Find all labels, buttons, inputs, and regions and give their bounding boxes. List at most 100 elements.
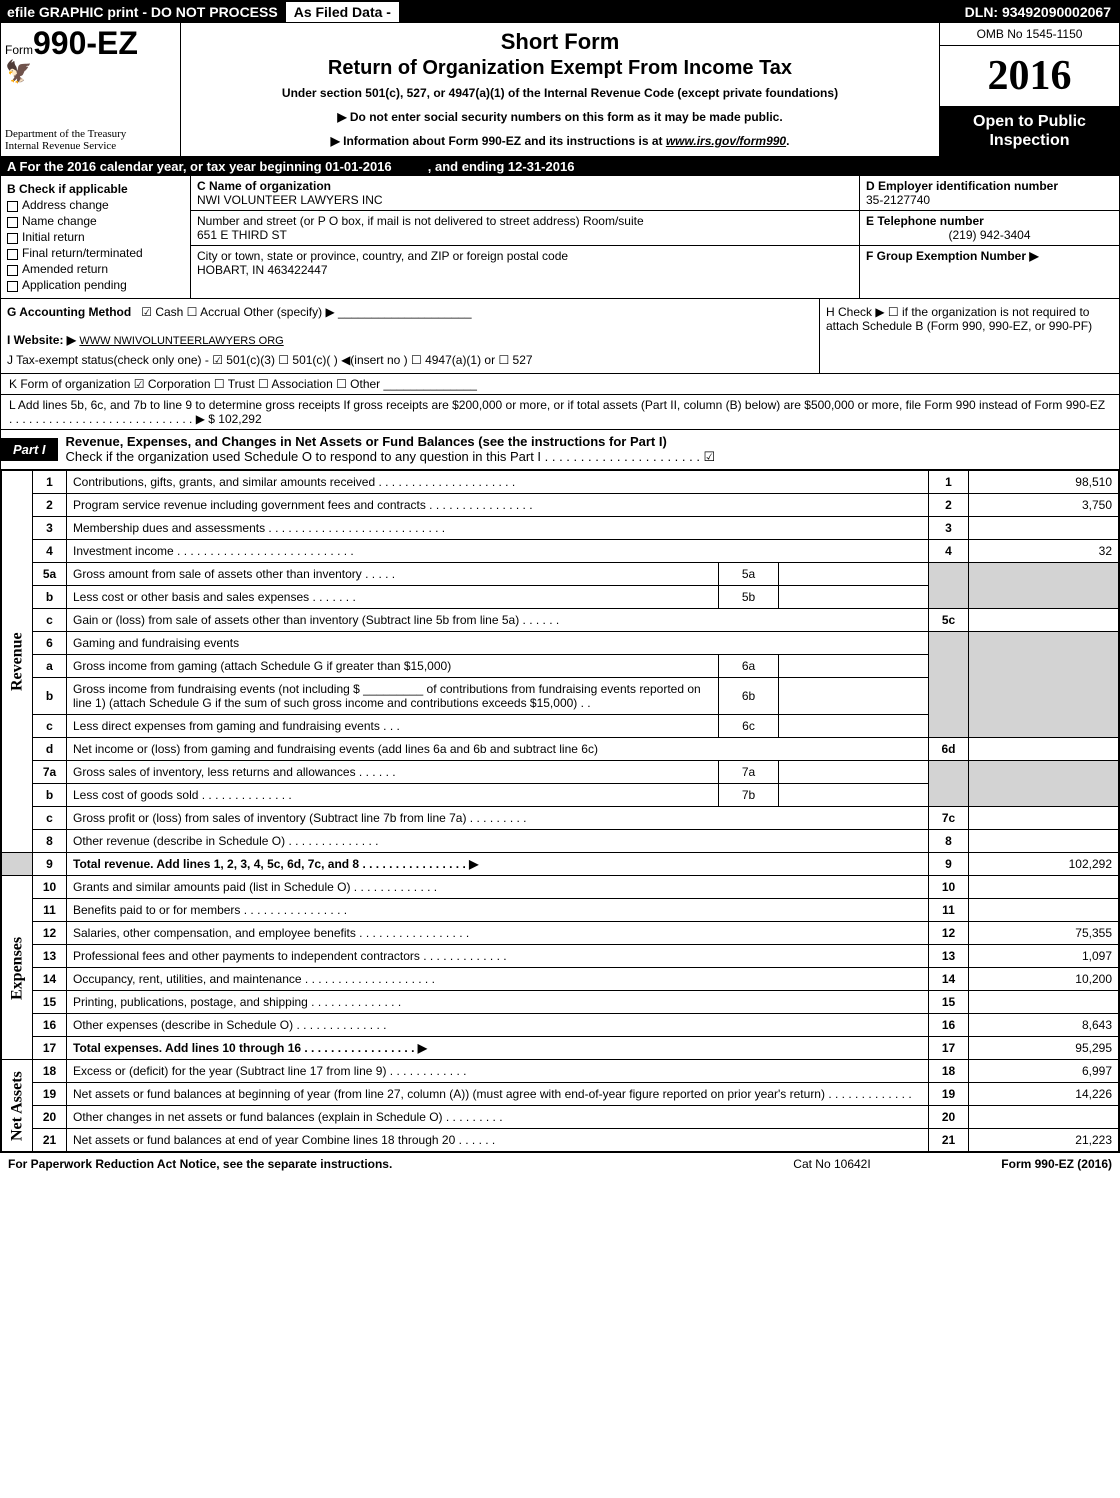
- phone-label: E Telephone number: [866, 214, 1113, 228]
- open-inspection: Open to Public Inspection: [940, 106, 1119, 156]
- line-num: 13: [33, 945, 67, 968]
- line-amt: 102,292: [969, 853, 1119, 876]
- line-desc: Program service revenue including govern…: [67, 494, 929, 517]
- form-header: Form990-EZ 🦅 Department of the Treasury …: [1, 23, 1119, 157]
- g-options: ☑ Cash ☐ Accrual Other (specify) ▶ _____…: [141, 305, 471, 319]
- cb-address-change[interactable]: Address change: [7, 198, 184, 212]
- dept-block: Department of the Treasury Internal Reve…: [5, 128, 176, 152]
- subline-amt: [779, 655, 929, 678]
- grey-block: [969, 761, 1119, 807]
- col-b-label: B Check if applicable: [7, 182, 184, 196]
- side-expenses: Expenses: [2, 876, 33, 1060]
- line-amt: 10,200: [969, 968, 1119, 991]
- k-form-org: K Form of organization ☑ Corporation ☐ T…: [1, 374, 1119, 395]
- part-1-check: Check if the organization used Schedule …: [66, 449, 716, 464]
- cb-name-change[interactable]: Name change: [7, 214, 184, 228]
- phone-value: (219) 942-3404: [866, 228, 1113, 242]
- ein-value: 35-2127740: [866, 193, 1113, 207]
- line-num: 4: [33, 540, 67, 563]
- org-city-label: City or town, state or province, country…: [197, 249, 853, 263]
- ein-label: D Employer identification number: [866, 179, 1113, 193]
- line-desc: Investment income . . . . . . . . . . . …: [67, 540, 929, 563]
- line-desc: Less direct expenses from gaming and fun…: [67, 715, 719, 738]
- line-desc: Net assets or fund balances at beginning…: [67, 1083, 929, 1106]
- line-desc: Benefits paid to or for members . . . . …: [67, 899, 929, 922]
- row-a-end: , and ending 12-31-2016: [428, 159, 575, 174]
- side-net-assets: Net Assets: [2, 1060, 33, 1152]
- line-box: 12: [929, 922, 969, 945]
- line-num: d: [33, 738, 67, 761]
- line-num: 11: [33, 899, 67, 922]
- cb-application-pending[interactable]: Application pending: [7, 278, 184, 292]
- i-website-value[interactable]: WWW NWIVOLUNTEERLAWYERS ORG: [79, 335, 283, 347]
- line-desc: Other expenses (describe in Schedule O) …: [67, 1014, 929, 1037]
- cb-amended-return[interactable]: Amended return: [7, 262, 184, 276]
- efile-topbar: efile GRAPHIC print - DO NOT PROCESS As …: [1, 1, 1119, 23]
- line-amt: [969, 899, 1119, 922]
- footer-cat-no: Cat No 10642I: [732, 1157, 932, 1171]
- line-num: 10: [33, 876, 67, 899]
- form-number: 990-EZ: [33, 25, 138, 61]
- h-schedule-b: H Check ▶ ☐ if the organization is not r…: [819, 299, 1119, 373]
- line-num: b: [33, 678, 67, 715]
- subline-box: 5a: [719, 563, 779, 586]
- grey-block: [929, 563, 969, 609]
- dept-irs: Internal Revenue Service: [5, 140, 176, 152]
- line-num: 5a: [33, 563, 67, 586]
- org-addr-row: Number and street (or P O box, if mail i…: [191, 211, 859, 246]
- inspect-line1: Open to Public: [944, 112, 1115, 131]
- line-desc: Net assets or fund balances at end of ye…: [67, 1129, 929, 1152]
- as-filed-label: As Filed Data -: [286, 2, 399, 22]
- line-box: 7c: [929, 807, 969, 830]
- cb-final-return[interactable]: Final return/terminated: [7, 246, 184, 260]
- line-desc: Excess or (deficit) for the year (Subtra…: [67, 1060, 929, 1083]
- subline-box: 7b: [719, 784, 779, 807]
- line-num: b: [33, 586, 67, 609]
- line-num: c: [33, 807, 67, 830]
- line-num: 8: [33, 830, 67, 853]
- inspect-line2: Inspection: [944, 131, 1115, 150]
- line-amt: [969, 876, 1119, 899]
- title-short-form: Short Form: [191, 29, 929, 55]
- line-desc: Total expenses. Add lines 10 through 16 …: [67, 1037, 929, 1060]
- line-desc: Gross income from fundraising events (no…: [67, 678, 719, 715]
- line-desc: Gain or (loss) from sale of assets other…: [67, 609, 929, 632]
- subline-amt: [779, 784, 929, 807]
- line-desc: Occupancy, rent, utilities, and maintena…: [67, 968, 929, 991]
- line-desc: Printing, publications, postage, and shi…: [67, 991, 929, 1014]
- subline-amt: [779, 761, 929, 784]
- ein-row: D Employer identification number 35-2127…: [860, 176, 1119, 211]
- subline-box: 6c: [719, 715, 779, 738]
- org-name-row: C Name of organization NWI VOLUNTEER LAW…: [191, 176, 859, 211]
- row-a-begin: A For the 2016 calendar year, or tax yea…: [7, 159, 392, 174]
- subline-amt: [779, 678, 929, 715]
- line-amt: 98,510: [969, 471, 1119, 494]
- col-d-ids: D Employer identification number 35-2127…: [859, 176, 1119, 298]
- org-addr-value: 651 E THIRD ST: [197, 228, 853, 242]
- note-info: ▶ Information about Form 990-EZ and its …: [191, 134, 929, 148]
- col-c-org: C Name of organization NWI VOLUNTEER LAW…: [191, 176, 859, 298]
- line-box: 1: [929, 471, 969, 494]
- line-desc: Gross amount from sale of assets other t…: [67, 563, 719, 586]
- footer-left: For Paperwork Reduction Act Notice, see …: [8, 1157, 732, 1171]
- line-num: 12: [33, 922, 67, 945]
- line-box: 17: [929, 1037, 969, 1060]
- line-amt: 95,295: [969, 1037, 1119, 1060]
- grey-block: [969, 563, 1119, 609]
- eagle-icon: 🦅: [5, 59, 176, 85]
- line-amt: 1,097: [969, 945, 1119, 968]
- line-desc: Other changes in net assets or fund bala…: [67, 1106, 929, 1129]
- section-bcdef: B Check if applicable Address change Nam…: [1, 176, 1119, 299]
- irs-link[interactable]: www.irs.gov/form990: [666, 134, 786, 148]
- line-num: 19: [33, 1083, 67, 1106]
- efile-label: efile GRAPHIC print - DO NOT PROCESS: [1, 2, 284, 22]
- dln-label: DLN: 93492090002067: [957, 2, 1119, 22]
- title-return: Return of Organization Exempt From Incom…: [191, 57, 929, 80]
- line-box: 9: [929, 853, 969, 876]
- line-num: 7a: [33, 761, 67, 784]
- cb-initial-return[interactable]: Initial return: [7, 230, 184, 244]
- line-box: 6d: [929, 738, 969, 761]
- subtitle: Under section 501(c), 527, or 4947(a)(1)…: [191, 86, 929, 100]
- org-name-value: NWI VOLUNTEER LAWYERS INC: [197, 193, 853, 207]
- header-mid: Short Form Return of Organization Exempt…: [181, 23, 939, 156]
